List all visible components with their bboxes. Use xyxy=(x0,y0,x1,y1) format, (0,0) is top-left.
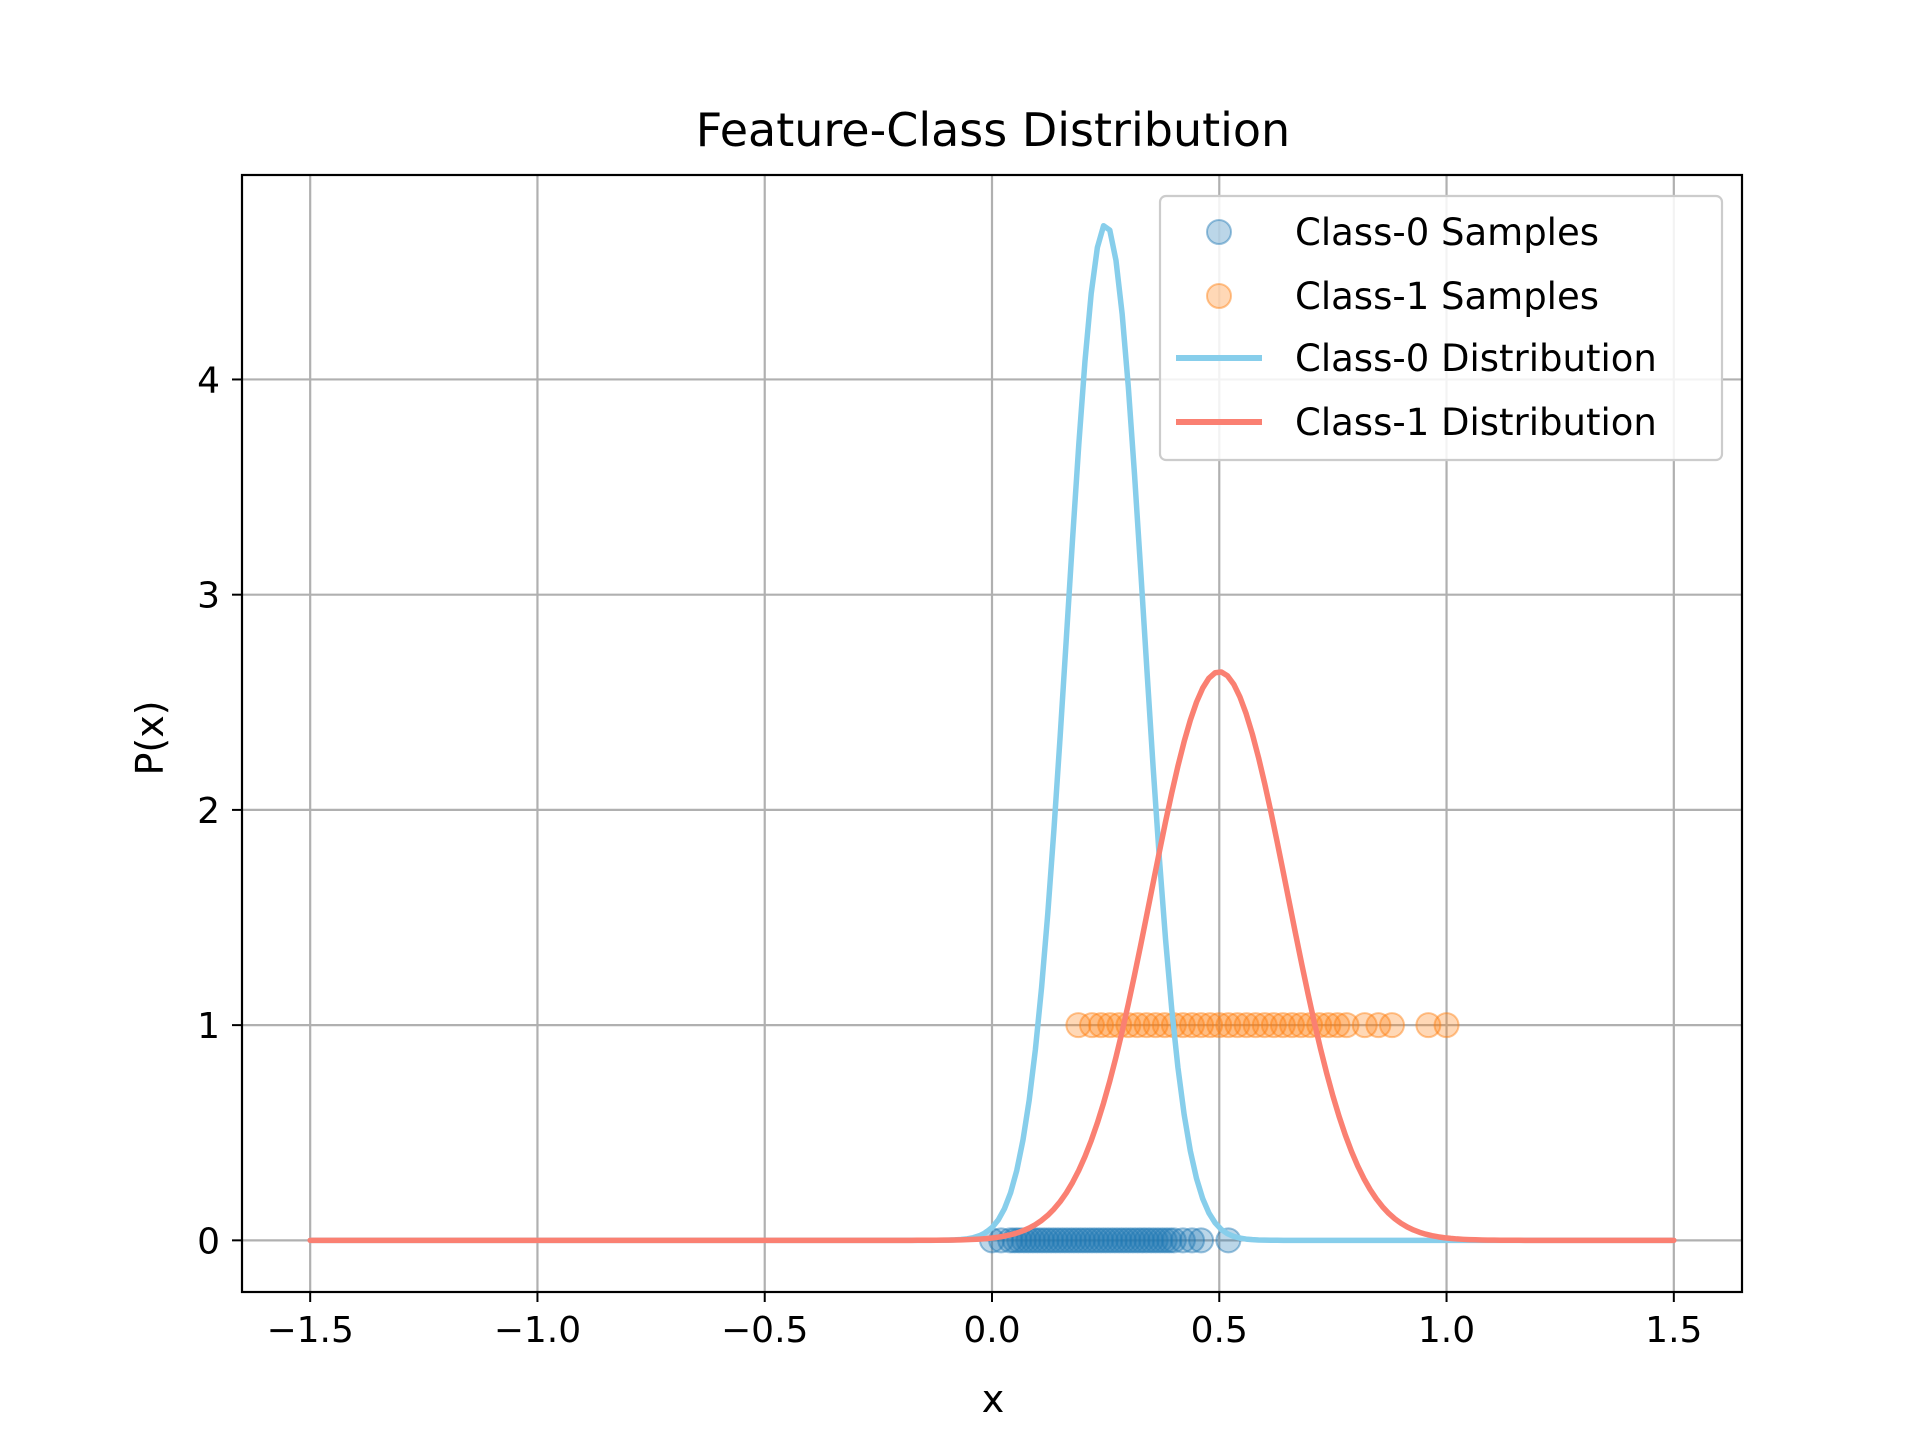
class-1-samples-point xyxy=(1224,1012,1251,1039)
class-1-samples-point xyxy=(1251,1012,1278,1039)
class-0-samples-point xyxy=(1083,1227,1110,1254)
class-0-samples-point xyxy=(1033,1227,1060,1254)
class-0-samples-point xyxy=(1051,1227,1078,1254)
class-1-samples-point xyxy=(1188,1012,1215,1039)
plot-frame xyxy=(240,173,1744,1294)
legend-marker-class-1-samples xyxy=(1206,283,1232,309)
legend-label-class-0-samples: Class-0 Samples xyxy=(1295,211,1599,254)
class-0-samples-point xyxy=(1169,1227,1196,1254)
class-1-distribution-line xyxy=(307,669,1677,1244)
y-tick-label: 3 xyxy=(197,576,220,617)
class-1-samples-point xyxy=(1379,1012,1405,1039)
x-tick-label: 1.5 xyxy=(1645,1310,1702,1351)
line-layer xyxy=(307,222,1677,1244)
class-1-samples-point xyxy=(1179,1012,1205,1039)
class-0-samples-point xyxy=(1110,1227,1137,1254)
class-0-samples-point xyxy=(1092,1227,1119,1254)
class-1-samples-point xyxy=(1233,1012,1260,1039)
class-0-samples-point xyxy=(1069,1227,1096,1254)
x-tick-label: −1.0 xyxy=(494,1310,581,1351)
class-0-samples-point xyxy=(1160,1227,1187,1254)
chart-title: Feature-Class Distribution xyxy=(696,103,1290,157)
class-0-samples-point xyxy=(1188,1227,1215,1254)
class-0-samples-point xyxy=(1147,1227,1174,1254)
legend-label-class-1-samples: Class-1 Samples xyxy=(1295,275,1599,318)
class-1-samples-point xyxy=(1142,1012,1169,1039)
y-axis-label: P(x) xyxy=(128,700,172,775)
x-tick-label: −0.5 xyxy=(721,1310,808,1351)
class-0-samples-point xyxy=(1124,1227,1151,1254)
class-0-samples-point xyxy=(1097,1227,1124,1254)
legend: Class-0 Samples Class-1 Samples Class-0 … xyxy=(1158,194,1724,462)
class-0-samples-point xyxy=(1088,1227,1115,1254)
class-1-samples-point xyxy=(1324,1012,1351,1039)
class-0-samples-point xyxy=(1129,1227,1155,1254)
class-1-samples-point xyxy=(1215,1012,1242,1039)
class-0-samples-point xyxy=(1079,1227,1105,1254)
class-0-samples-point xyxy=(1138,1227,1165,1254)
class-0-samples-point xyxy=(1151,1227,1178,1254)
class-1-samples-point xyxy=(1079,1012,1105,1039)
x-tick-label: −1.5 xyxy=(266,1310,353,1351)
class-1-samples-point xyxy=(1433,1012,1460,1039)
class-0-samples-point xyxy=(1060,1227,1087,1254)
class-0-samples-point xyxy=(1074,1227,1101,1254)
class-1-samples-point xyxy=(1242,1012,1269,1039)
class-1-samples-point xyxy=(1133,1012,1160,1039)
y-tick-label: 0 xyxy=(197,1221,220,1262)
class-0-samples-point xyxy=(1133,1227,1160,1254)
class-1-samples-point xyxy=(1065,1012,1092,1039)
x-tick-label: 0.0 xyxy=(963,1310,1020,1351)
class-0-samples-point xyxy=(1047,1227,1074,1254)
legend-label-class-0-distribution: Class-0 Distribution xyxy=(1295,337,1657,380)
class-0-samples-point xyxy=(1042,1227,1069,1254)
class-1-samples-point xyxy=(1415,1012,1442,1039)
class-0-samples-point xyxy=(1038,1227,1065,1254)
class-1-samples-point xyxy=(1197,1012,1224,1039)
class-0-samples-point xyxy=(1024,1227,1051,1254)
class-0-samples-point xyxy=(1056,1227,1083,1254)
class-1-samples-point xyxy=(1333,1012,1360,1039)
class-1-samples-point xyxy=(1365,1012,1392,1039)
class-0-samples-point xyxy=(1101,1227,1128,1254)
legend-label-class-1-distribution: Class-1 Distribution xyxy=(1295,401,1657,444)
class-1-samples-point xyxy=(1351,1012,1378,1039)
class-1-samples-point xyxy=(1206,1012,1233,1039)
class-0-samples-point xyxy=(1156,1227,1183,1254)
class-0-samples-point xyxy=(1119,1227,1146,1254)
class-1-samples-point xyxy=(1269,1012,1296,1039)
x-tick-label: 0.5 xyxy=(1191,1310,1248,1351)
class-0-samples-point xyxy=(1115,1227,1142,1254)
class-0-samples-point xyxy=(1065,1227,1092,1254)
y-tick-label: 4 xyxy=(197,360,220,401)
x-axis-label: x xyxy=(982,1377,1005,1421)
x-tick-label: 1.0 xyxy=(1418,1310,1475,1351)
class-0-samples-point xyxy=(1106,1227,1133,1254)
y-tick-label: 2 xyxy=(197,791,220,832)
legend-frame xyxy=(1158,194,1724,462)
class-0-samples-point xyxy=(1029,1227,1055,1254)
y-tick-label: 1 xyxy=(197,1006,220,1047)
class-1-samples-point xyxy=(1260,1012,1287,1039)
ticks: −1.5 −1.0 −0.5 0.0 0.5 1.0 1.5 0 1 2 3 4 xyxy=(197,360,1702,1351)
class-0-samples-point xyxy=(1142,1227,1169,1254)
class-0-samples-point xyxy=(1179,1227,1205,1254)
class-1-samples-point xyxy=(1279,1012,1305,1039)
legend-marker-class-0-samples xyxy=(1206,219,1232,245)
class-1-samples-point xyxy=(1088,1012,1115,1039)
